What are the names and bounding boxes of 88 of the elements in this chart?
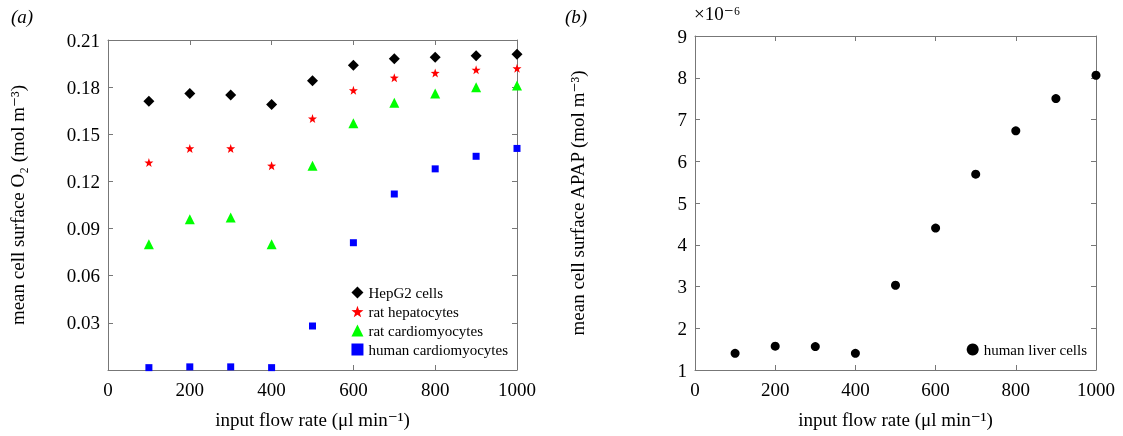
point (810, 342, 820, 352)
point (347, 59, 359, 71)
point (1011, 126, 1021, 136)
x-tick-label: 1000 (498, 379, 536, 400)
y-tick-label: 9 (677, 25, 687, 47)
point (266, 239, 277, 250)
x-axis-title: input flow rate (μl min⁻¹) (215, 409, 410, 431)
point (512, 80, 522, 91)
point (513, 144, 521, 152)
point (144, 158, 154, 168)
point (429, 51, 441, 63)
point (431, 165, 439, 173)
point (184, 87, 196, 99)
point (143, 95, 155, 107)
x-tick-label: 800 (1001, 379, 1031, 400)
x-tick-label: 400 (257, 379, 286, 400)
y-tick-label: 0.06 (66, 265, 100, 287)
y-tick-label: 4 (677, 234, 688, 256)
legend-label: rat hepatocytes (368, 303, 459, 320)
y-tick-label: 0.09 (66, 218, 100, 240)
point (184, 214, 195, 225)
point (472, 152, 480, 160)
point (430, 68, 440, 78)
point (225, 212, 236, 223)
y-tick-label: 6 (677, 150, 687, 172)
y-tick-label: 0.21 (66, 29, 100, 51)
y-tick-label: 7 (677, 109, 687, 130)
y-tick-label: 0.18 (66, 76, 100, 98)
y-tick-label: 5 (677, 192, 687, 214)
point (308, 114, 317, 124)
point (931, 223, 941, 233)
point (266, 98, 278, 110)
x-tick-label: 0 (690, 379, 700, 400)
point (512, 63, 522, 73)
point (185, 143, 195, 153)
point (227, 363, 235, 371)
x-tick-label: 200 (760, 379, 790, 400)
point (307, 160, 318, 171)
point (470, 50, 482, 62)
point (307, 75, 318, 87)
chart-title: (b) (565, 6, 588, 28)
x-tick-label: 600 (339, 379, 368, 400)
x-tick-label: 0 (103, 379, 113, 400)
point (388, 53, 400, 65)
x-tick-label: 200 (175, 379, 205, 400)
y-tick-label: 2 (677, 317, 687, 339)
point (891, 280, 900, 290)
point (348, 85, 358, 95)
point (389, 97, 400, 108)
legend-label: rat cardiomyocytes (368, 322, 484, 339)
point (309, 322, 316, 330)
point (145, 364, 153, 372)
chart-title: (a) (11, 6, 34, 28)
point (1051, 94, 1061, 104)
point (430, 88, 441, 99)
point (143, 239, 154, 250)
legend-label: human liver cells (983, 341, 1088, 358)
point (348, 118, 359, 129)
point (770, 341, 780, 351)
x-tick-label: 800 (420, 379, 450, 400)
point (471, 82, 482, 93)
point (971, 169, 981, 179)
point (268, 364, 276, 372)
x-axis-title: input flow rate (μl min⁻¹) (798, 409, 993, 431)
legend-label: human cardiomyocytes (368, 341, 509, 358)
x-tick-label: 1000 (1077, 379, 1115, 400)
y-tick-label: 8 (677, 67, 687, 89)
point (186, 363, 194, 371)
text: ×10⁻⁶ (694, 3, 741, 24)
y-axis-title: mean cell surface APAP (mol m⁻³) (567, 70, 589, 336)
point (349, 239, 357, 247)
y-tick-label: 0.15 (66, 123, 100, 145)
y-tick-label: 0.12 (66, 170, 100, 192)
y-tick-label: 1 (677, 359, 687, 381)
point (850, 348, 860, 358)
legend-label: HepG2 cells (368, 284, 444, 301)
point (226, 143, 236, 153)
x-tick-label: 400 (841, 379, 870, 400)
point (1091, 70, 1101, 80)
y-tick-label: 0.03 (66, 312, 100, 334)
point (225, 89, 237, 101)
point (511, 48, 523, 60)
point (730, 348, 740, 358)
y-axis-title: mean cell surface O₂ (mol m⁻³) (7, 84, 29, 326)
y-tick-label: 3 (677, 276, 687, 297)
x-tick-label: 600 (921, 379, 950, 400)
point (390, 190, 398, 198)
point (267, 161, 277, 171)
